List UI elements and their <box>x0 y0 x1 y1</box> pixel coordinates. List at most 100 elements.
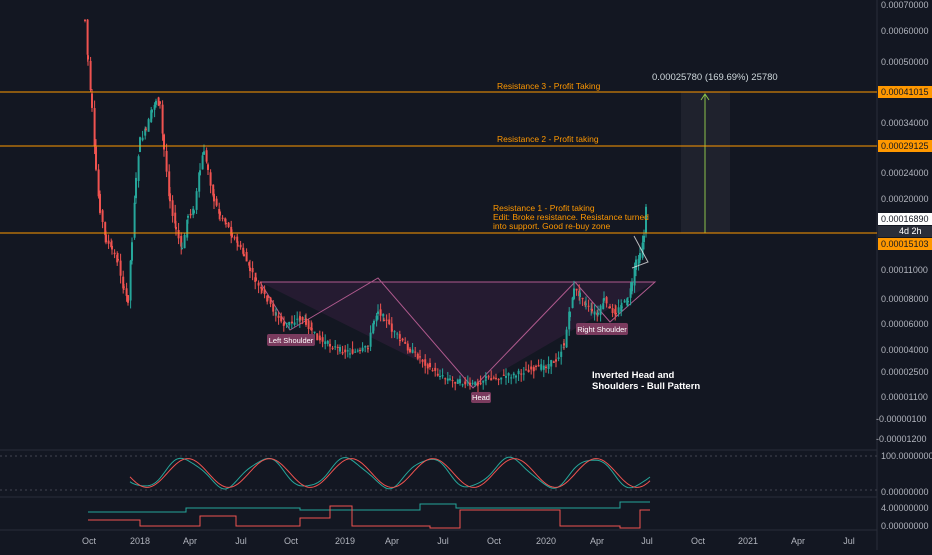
candle-body <box>97 169 100 197</box>
price-tick: -0.00001200 <box>876 434 927 444</box>
candle-body <box>195 191 198 210</box>
candle-body <box>469 382 471 386</box>
price-tick: 0.00041015 <box>881 87 929 97</box>
candle-body <box>520 373 523 375</box>
candle-body <box>291 321 293 324</box>
candle-body <box>311 328 313 330</box>
candle-body <box>107 240 110 244</box>
candle-body <box>275 313 277 315</box>
candle-body <box>641 242 644 258</box>
pattern-fill <box>260 282 655 388</box>
candle-body <box>93 108 96 147</box>
candle-body <box>119 260 122 276</box>
candle-body <box>187 215 189 218</box>
candle-body <box>557 357 560 360</box>
candle-body <box>339 347 341 352</box>
resistance-1-note-1: Edit: Broke resistance. Resistance turne… <box>493 212 649 222</box>
candle-body <box>215 198 218 206</box>
candle-body <box>545 366 547 369</box>
candle-body <box>218 209 221 214</box>
candle-body <box>587 305 590 307</box>
osc2-line-b <box>88 505 650 529</box>
candle-body <box>532 367 535 372</box>
candle-body <box>189 213 192 216</box>
candle-body <box>623 300 626 303</box>
price-tick: 0.00004000 <box>881 345 929 355</box>
candle-body <box>296 318 299 320</box>
candle-body <box>231 232 233 238</box>
candle-body <box>331 347 334 349</box>
time-tick: Jul <box>843 536 855 546</box>
candle-body <box>599 305 602 315</box>
candle-body <box>404 341 407 344</box>
candle-body <box>233 237 236 239</box>
candle-body <box>321 337 324 342</box>
candle-body <box>135 177 137 199</box>
candle-body <box>414 351 417 353</box>
price-tick: -0.00000100 <box>876 414 927 424</box>
price-axis: 0.00070000 0.00060000 0.00050000 0.00041… <box>876 0 932 444</box>
candle-body <box>319 338 321 340</box>
candle-body <box>105 234 107 243</box>
candle-body <box>507 373 510 376</box>
candle-body <box>104 222 107 236</box>
candle-body <box>377 311 379 314</box>
candle-body <box>591 308 593 312</box>
candle-body <box>560 351 563 357</box>
candle-body <box>213 193 215 202</box>
candle-body <box>141 137 144 141</box>
candle-body <box>91 93 93 108</box>
candle-body <box>313 331 316 333</box>
candle-body <box>495 377 497 379</box>
candle-body <box>116 254 119 263</box>
candle-body <box>396 333 399 335</box>
candle-body <box>87 55 89 60</box>
candle-body <box>411 349 414 353</box>
candle-body <box>145 128 147 130</box>
candle-body <box>490 378 493 381</box>
countdown-label: 4d 2h <box>899 226 922 236</box>
candle-body <box>349 353 351 355</box>
candle-body <box>230 226 233 236</box>
measure-arrowhead <box>700 93 710 101</box>
candle-body <box>301 317 304 321</box>
candle-body <box>550 360 553 367</box>
candle-body <box>464 381 467 385</box>
candle-body <box>285 322 288 325</box>
candle-body <box>645 206 647 233</box>
candle-body <box>471 382 474 384</box>
candle-body <box>637 258 640 265</box>
candle-body <box>382 313 385 317</box>
candle-body <box>361 347 364 352</box>
head-label: Head <box>472 393 490 402</box>
candle-body <box>334 346 337 348</box>
candle-body <box>186 219 189 238</box>
candle-body <box>139 137 141 153</box>
candle-body <box>212 184 215 196</box>
candle-body <box>86 19 89 55</box>
candle-body <box>299 316 301 320</box>
candle-body <box>257 282 260 286</box>
price-tick: 0.00029125 <box>881 141 929 151</box>
candle-body <box>372 323 375 334</box>
candle-body <box>482 380 485 383</box>
candle-body <box>181 247 183 249</box>
candle-body <box>631 282 633 292</box>
candle-body <box>535 365 537 367</box>
head-tag <box>471 392 491 403</box>
candle-body <box>439 376 441 378</box>
candle-body <box>581 297 584 300</box>
candle-body <box>605 297 608 304</box>
candle-body <box>502 374 505 376</box>
candle-body <box>579 292 581 298</box>
candle-body <box>153 104 156 110</box>
candle-body <box>383 319 385 321</box>
resistance-1-label: Resistance 1 - Profit taking <box>493 203 595 213</box>
candle-body <box>356 350 359 352</box>
candle-body <box>406 343 409 351</box>
candle-body <box>537 365 540 367</box>
price-tick: 0.00070000 <box>881 0 929 10</box>
candle-body <box>530 366 533 370</box>
candle-body <box>575 288 578 291</box>
candle-body <box>110 242 113 248</box>
